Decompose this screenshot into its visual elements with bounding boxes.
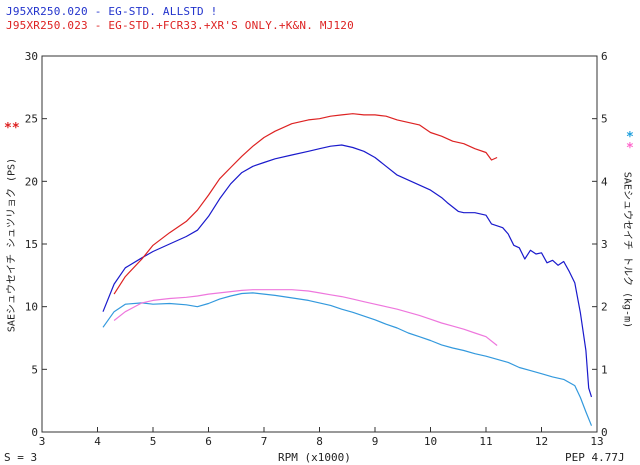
y-right-tick-label: 4 [601,175,608,188]
series-line-power-mod [113,113,498,295]
y-left-tick-label: 0 [31,426,38,439]
legend-entry-2: J95XR250.023 - EG-STD.+FCR33.+XR'S ONLY.… [6,19,354,32]
x-tick-label: 9 [372,435,379,448]
series-line-power-std [102,144,593,398]
y-left-tick-label: 25 [25,113,38,126]
y-right-tick-label: 0 [601,426,608,439]
x-tick-label: 4 [94,435,101,448]
y-right-tick-label: 1 [601,363,608,376]
y-left-tick-label: 5 [31,363,38,376]
x-tick-label: 11 [479,435,492,448]
y-right-tick-label: 2 [601,301,608,314]
footer-pressure: PEP 4.77J [565,451,625,464]
y-right-tick-label: 3 [601,238,608,251]
y-left-tick-label: 20 [25,175,38,188]
series-line-torque-std [102,292,593,426]
right-axis-marker-2: * [626,141,634,156]
x-tick-label: 10 [424,435,437,448]
x-tick-label: 13 [590,435,603,448]
x-tick-label: 5 [150,435,157,448]
y-left-tick-label: 30 [25,50,38,63]
x-tick-label: 6 [205,435,212,448]
series-line-torque-mod [113,289,498,346]
x-tick-label: 3 [39,435,46,448]
legend-entry-1: J95XR250.020 - EG-STD. ALLSTD ! [6,5,218,18]
footer-smoothing: S = 3 [4,451,38,464]
right-axis-marker-1: * [626,130,634,145]
y-axis-label-right: SAEシュウセイチ トルク (kg-m) [621,171,633,329]
x-axis-label: RPM (x1000) [278,451,351,464]
series-lines [102,113,593,426]
x-tick-label: 8 [316,435,323,448]
x-tick-label: 12 [535,435,548,448]
left-axis-marker: ** [4,121,20,136]
y-left-tick-label: 15 [25,238,38,251]
y-axis-label-left: SAEシュウセイチ シュツリョク (PS) [6,157,18,333]
y-left-tick-label: 10 [25,301,38,314]
y-right-tick-label: 6 [601,50,608,63]
y-right-tick-label: 5 [601,113,608,126]
x-tick-label: 7 [261,435,268,448]
